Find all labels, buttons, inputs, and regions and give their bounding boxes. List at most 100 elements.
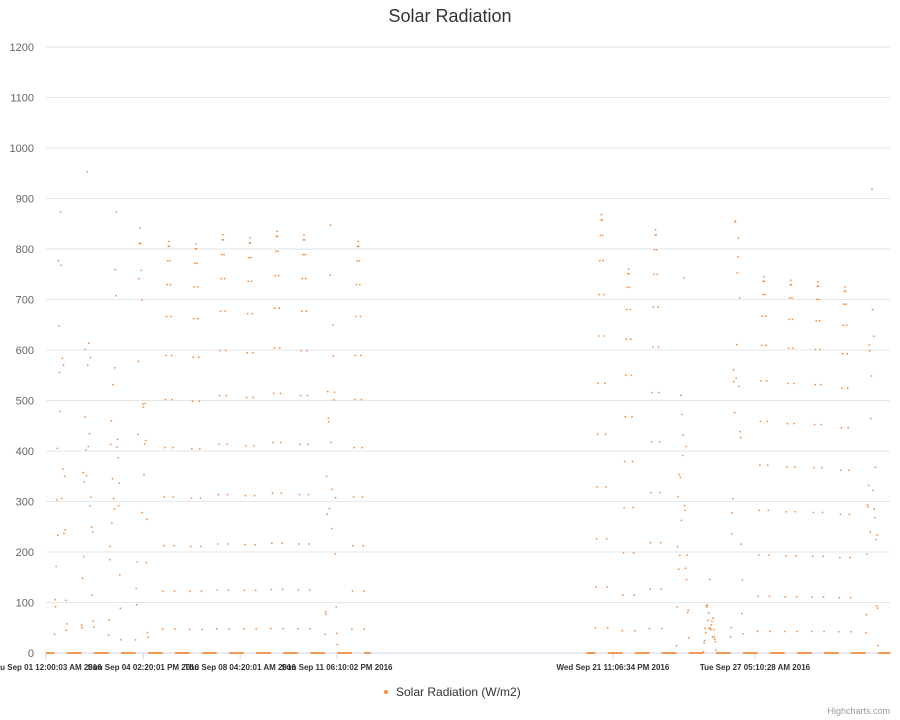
data-point [168, 245, 171, 248]
data-point [335, 632, 338, 635]
data-point [246, 351, 249, 354]
data-point [756, 630, 759, 633]
data-point [605, 537, 608, 540]
data-point [660, 588, 663, 591]
y-tick-label: 700 [16, 295, 34, 307]
data-point [280, 492, 283, 495]
data-point [247, 280, 250, 283]
data-point [200, 590, 203, 593]
data-point [736, 272, 739, 274]
data-point [877, 644, 880, 647]
data-point [90, 526, 93, 528]
data-point [225, 394, 228, 397]
data-point [648, 652, 650, 654]
data-point [653, 273, 655, 276]
data-point [277, 274, 280, 277]
data-point [334, 553, 336, 555]
data-point [137, 360, 140, 363]
data-point [170, 354, 173, 357]
data-point [866, 553, 868, 555]
data-point [169, 260, 171, 262]
data-point [837, 630, 840, 633]
data-point [846, 387, 849, 390]
data-point [162, 544, 165, 547]
data-point [144, 439, 147, 442]
data-point [298, 543, 300, 545]
data-point [296, 652, 299, 654]
data-point [350, 652, 353, 654]
data-point [681, 413, 683, 416]
data-point [332, 355, 335, 357]
data-point [87, 445, 90, 448]
data-point [714, 640, 717, 643]
data-point [327, 417, 330, 420]
data-point [216, 589, 219, 591]
data-point [768, 595, 771, 598]
data-point [767, 509, 770, 512]
data-point [681, 454, 684, 457]
data-point [188, 652, 191, 654]
data-points [45, 170, 891, 654]
data-point [244, 543, 246, 546]
data-point [116, 446, 118, 448]
data-point [651, 391, 654, 394]
data-point [116, 438, 119, 441]
data-point [306, 394, 309, 397]
data-point [360, 398, 363, 401]
data-point [786, 422, 789, 425]
data-point [197, 356, 200, 359]
data-point [687, 609, 690, 612]
data-point [651, 346, 654, 348]
credits-link[interactable]: Highcharts.com [827, 706, 890, 716]
data-point [54, 605, 57, 608]
data-point [90, 496, 92, 499]
data-point [686, 554, 689, 557]
data-point [220, 277, 223, 280]
data-point [278, 307, 281, 310]
data-point [760, 380, 762, 382]
data-point [758, 509, 761, 512]
data-point [765, 344, 767, 347]
data-point [269, 627, 272, 630]
data-point [192, 356, 195, 359]
data-point [844, 286, 846, 288]
data-point [109, 545, 112, 548]
data-point [622, 594, 624, 597]
data-point [326, 390, 329, 393]
data-point [360, 354, 362, 357]
chart-title: Solar Radiation [388, 6, 511, 26]
data-point [281, 588, 284, 591]
data-point [818, 298, 820, 301]
data-point [244, 494, 247, 497]
legend-label[interactable]: Solar Radiation (W/m2) [396, 685, 521, 699]
data-point [56, 447, 59, 450]
data-point [602, 259, 605, 262]
data-point [823, 630, 825, 633]
data-point [631, 415, 633, 418]
data-point [336, 643, 339, 646]
data-point [632, 506, 634, 509]
y-axis-ticks: 0 100 200 300 400 500 600 700 800 900 1000 1100 1200 [10, 42, 34, 660]
data-point [601, 234, 604, 237]
data-point [351, 590, 354, 592]
data-point [198, 400, 201, 403]
data-point [732, 368, 735, 371]
data-point [61, 357, 64, 360]
data-point [245, 396, 248, 399]
legend[interactable]: Solar Radiation (W/m2) [384, 685, 521, 699]
data-point [729, 652, 731, 654]
data-point [53, 633, 56, 636]
data-point [173, 590, 176, 592]
y-tick-label: 900 [16, 194, 34, 206]
data-point [684, 509, 686, 512]
data-point [849, 596, 852, 599]
data-point [111, 477, 114, 480]
y-tick-label: 1200 [10, 42, 34, 54]
data-point [793, 466, 796, 468]
data-point [813, 466, 815, 469]
data-point [783, 652, 785, 654]
data-point [82, 471, 85, 474]
data-point [678, 473, 681, 476]
data-point [760, 344, 763, 347]
data-point [164, 398, 167, 401]
